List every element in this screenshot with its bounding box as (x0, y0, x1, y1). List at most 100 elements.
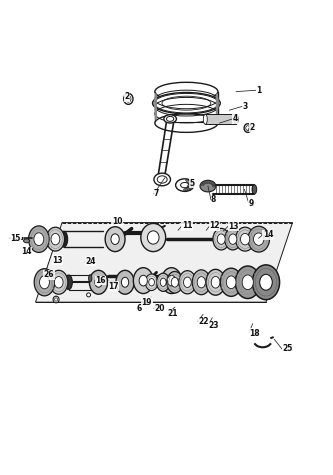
Ellipse shape (155, 95, 156, 112)
Ellipse shape (206, 181, 209, 183)
Ellipse shape (89, 270, 108, 294)
Text: 11: 11 (182, 221, 192, 230)
Text: 8: 8 (211, 195, 216, 204)
Ellipse shape (234, 114, 238, 124)
Ellipse shape (116, 270, 134, 294)
Ellipse shape (105, 227, 125, 252)
Ellipse shape (217, 234, 225, 244)
Ellipse shape (51, 233, 60, 245)
Ellipse shape (216, 95, 218, 112)
Ellipse shape (171, 277, 178, 287)
Ellipse shape (155, 114, 218, 133)
Ellipse shape (253, 233, 264, 246)
Ellipse shape (212, 184, 215, 186)
Text: 10: 10 (112, 217, 122, 226)
Ellipse shape (54, 276, 63, 288)
Ellipse shape (189, 182, 192, 190)
Ellipse shape (211, 182, 214, 184)
Ellipse shape (213, 228, 229, 250)
Ellipse shape (167, 276, 175, 286)
Text: 25: 25 (282, 344, 292, 353)
Ellipse shape (153, 93, 220, 114)
Ellipse shape (252, 185, 257, 194)
Ellipse shape (229, 234, 237, 244)
Ellipse shape (154, 173, 170, 186)
Text: 6: 6 (137, 304, 142, 313)
Ellipse shape (145, 274, 158, 291)
Ellipse shape (204, 182, 207, 184)
Ellipse shape (201, 184, 204, 186)
Text: 19: 19 (142, 298, 152, 307)
Ellipse shape (240, 233, 250, 245)
Ellipse shape (139, 276, 148, 286)
Ellipse shape (224, 228, 241, 250)
Text: 7: 7 (154, 189, 159, 198)
Text: 22: 22 (198, 317, 208, 326)
Ellipse shape (183, 187, 190, 190)
Ellipse shape (148, 231, 159, 244)
Ellipse shape (200, 180, 216, 192)
Ellipse shape (203, 114, 207, 124)
Ellipse shape (216, 93, 218, 106)
Ellipse shape (209, 182, 212, 184)
Ellipse shape (235, 266, 260, 298)
Polygon shape (36, 223, 292, 302)
Ellipse shape (95, 277, 102, 287)
Ellipse shape (189, 181, 192, 188)
Ellipse shape (216, 100, 218, 114)
Ellipse shape (154, 94, 219, 113)
Ellipse shape (212, 185, 215, 187)
Ellipse shape (160, 278, 166, 286)
Ellipse shape (34, 233, 44, 246)
Ellipse shape (53, 296, 59, 303)
Ellipse shape (55, 298, 58, 301)
Text: 14: 14 (22, 247, 32, 256)
Ellipse shape (29, 226, 49, 252)
Ellipse shape (186, 180, 191, 185)
Text: 18: 18 (249, 329, 259, 338)
Text: 2: 2 (125, 93, 130, 101)
Text: 3: 3 (243, 102, 248, 111)
Ellipse shape (186, 186, 191, 190)
Ellipse shape (126, 95, 131, 102)
Ellipse shape (188, 180, 192, 186)
Text: 2: 2 (249, 123, 255, 132)
Ellipse shape (188, 184, 192, 190)
Bar (205, 114, 236, 124)
Text: 4: 4 (233, 114, 238, 124)
Ellipse shape (216, 107, 218, 121)
Ellipse shape (179, 271, 196, 294)
Ellipse shape (216, 95, 218, 112)
Ellipse shape (46, 227, 65, 251)
Ellipse shape (24, 239, 30, 243)
Ellipse shape (155, 93, 157, 106)
Ellipse shape (244, 124, 251, 133)
Text: 17: 17 (109, 282, 119, 291)
Ellipse shape (226, 276, 236, 289)
Ellipse shape (242, 275, 253, 290)
Ellipse shape (122, 277, 129, 287)
Ellipse shape (111, 234, 119, 245)
Ellipse shape (65, 275, 72, 290)
Text: 13: 13 (52, 256, 63, 265)
Ellipse shape (252, 265, 280, 300)
Ellipse shape (220, 268, 242, 296)
Ellipse shape (206, 269, 225, 295)
Text: 12: 12 (209, 221, 220, 230)
Ellipse shape (235, 227, 255, 251)
Ellipse shape (197, 276, 205, 288)
Ellipse shape (175, 179, 194, 191)
Ellipse shape (192, 270, 210, 294)
Ellipse shape (124, 94, 133, 104)
Ellipse shape (154, 95, 157, 112)
Text: 14: 14 (263, 230, 273, 239)
Text: 13: 13 (228, 222, 239, 231)
Ellipse shape (155, 100, 157, 114)
Ellipse shape (246, 126, 250, 131)
Ellipse shape (89, 275, 92, 282)
Text: 21: 21 (168, 309, 178, 318)
Text: 24: 24 (85, 257, 96, 266)
Text: 16: 16 (95, 276, 106, 285)
Text: 15: 15 (10, 234, 20, 243)
Ellipse shape (202, 182, 205, 184)
